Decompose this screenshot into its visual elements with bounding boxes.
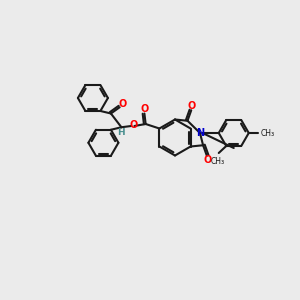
Text: CH₃: CH₃: [260, 128, 274, 137]
Text: O: O: [203, 155, 212, 165]
Text: O: O: [188, 101, 196, 111]
Text: CH₃: CH₃: [210, 158, 225, 166]
Text: O: O: [118, 99, 127, 109]
Text: N: N: [196, 128, 204, 138]
Text: O: O: [129, 120, 137, 130]
Text: H: H: [118, 128, 125, 137]
Text: O: O: [140, 104, 148, 114]
